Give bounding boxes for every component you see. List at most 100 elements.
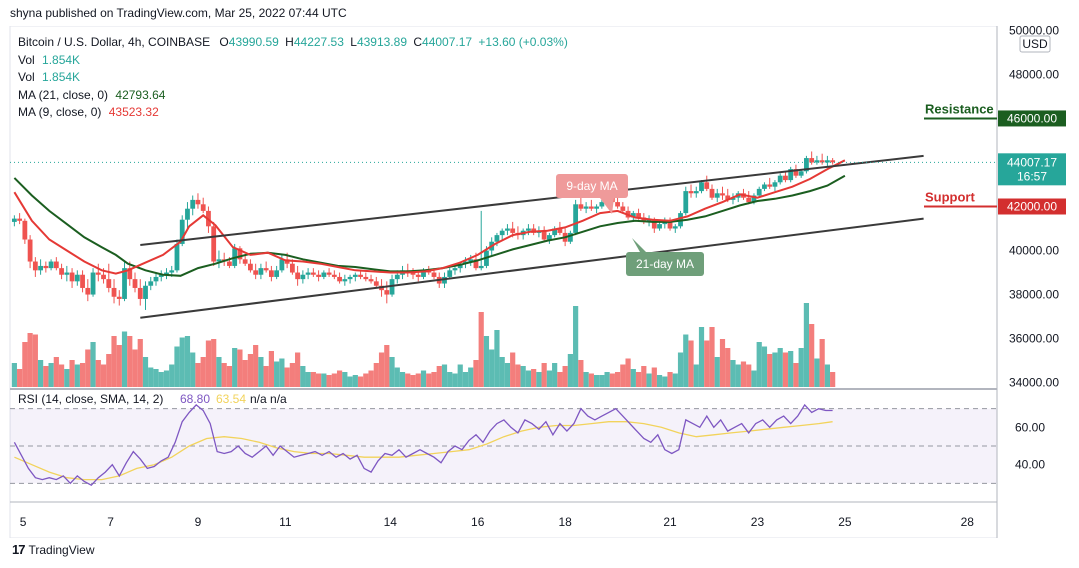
candle-body[interactable] bbox=[363, 276, 369, 280]
candle-body[interactable] bbox=[657, 224, 662, 229]
ma9-annotation-box[interactable] bbox=[556, 174, 628, 198]
candle-body[interactable] bbox=[615, 202, 620, 207]
price-tick-label[interactable]: 38000.00 bbox=[1009, 288, 1059, 302]
candle-body[interactable] bbox=[636, 213, 641, 218]
candle-body[interactable] bbox=[127, 268, 133, 280]
candle-body[interactable] bbox=[64, 272, 70, 275]
candle-body[interactable] bbox=[279, 259, 285, 271]
price-tick-label[interactable]: 48000.00 bbox=[1009, 67, 1059, 81]
candle-body[interactable] bbox=[53, 261, 59, 269]
price-chart[interactable]: 34000.00 36000.00 38000.00 40000.00 42000.00… bbox=[0, 23, 1079, 539]
candle-body[interactable] bbox=[195, 199, 201, 205]
candle-body[interactable] bbox=[111, 287, 117, 297]
candle-body[interactable] bbox=[777, 175, 783, 183]
candle-body[interactable] bbox=[122, 268, 127, 299]
support-price-box[interactable] bbox=[998, 198, 1066, 215]
candle-body[interactable] bbox=[672, 226, 678, 229]
candle-body[interactable] bbox=[746, 197, 752, 203]
symbol-title[interactable]: Bitcoin / U.S. Dollar, 4h, COINBASE bbox=[18, 35, 211, 49]
candle-body[interactable] bbox=[505, 228, 510, 231]
candle-body[interactable] bbox=[101, 274, 106, 280]
candle-body[interactable] bbox=[825, 160, 830, 163]
time-tick-label[interactable]: 5 bbox=[20, 515, 27, 529]
candle-body[interactable] bbox=[756, 188, 762, 196]
candle-body[interactable] bbox=[667, 221, 673, 229]
candle-body[interactable] bbox=[699, 182, 704, 192]
candle-body[interactable] bbox=[80, 274, 85, 288]
candle-body[interactable] bbox=[541, 230, 547, 240]
candle-body[interactable] bbox=[22, 220, 28, 240]
price-tick-label[interactable]: 50000.00 bbox=[1009, 23, 1059, 37]
candle-body[interactable] bbox=[494, 235, 500, 242]
candle-body[interactable] bbox=[830, 160, 836, 163]
candle-body[interactable] bbox=[59, 268, 64, 275]
candle-body[interactable] bbox=[683, 191, 689, 214]
candle-body[interactable] bbox=[153, 276, 159, 282]
candle-body[interactable] bbox=[352, 274, 358, 277]
price-tick-label[interactable]: 40000.00 bbox=[1009, 244, 1059, 258]
candle-body[interactable] bbox=[693, 191, 699, 194]
candle-body[interactable] bbox=[200, 204, 206, 211]
tradingview-footer[interactable]: 17 TradingView bbox=[12, 542, 95, 557]
candle-body[interactable] bbox=[725, 195, 731, 200]
currency-box[interactable] bbox=[1019, 35, 1051, 53]
time-tick-label[interactable]: 28 bbox=[961, 515, 975, 529]
candle-body[interactable] bbox=[69, 272, 75, 282]
candle-body[interactable] bbox=[253, 270, 259, 275]
candle-body[interactable] bbox=[730, 197, 736, 200]
price-tick-label[interactable]: 36000.00 bbox=[1009, 332, 1059, 346]
candle-body[interactable] bbox=[164, 272, 169, 275]
candle-body[interactable] bbox=[143, 285, 148, 299]
candle-body[interactable] bbox=[316, 274, 322, 277]
candle-body[interactable] bbox=[321, 272, 327, 277]
candle-body[interactable] bbox=[442, 276, 447, 284]
candle-body[interactable] bbox=[588, 206, 594, 209]
candle-body[interactable] bbox=[300, 274, 306, 280]
resistance-price-box[interactable] bbox=[998, 110, 1066, 127]
rsi-tick-label[interactable]: 60.00 bbox=[1015, 420, 1045, 434]
candle-body[interactable] bbox=[714, 193, 720, 198]
ma9-row[interactable]: MA (9, close, 0) 43523.32 bbox=[18, 104, 568, 122]
rsi-sma-line[interactable] bbox=[14, 421, 833, 481]
candle-body[interactable] bbox=[289, 263, 295, 273]
candle-body[interactable] bbox=[567, 232, 573, 242]
candle-body[interactable] bbox=[788, 169, 794, 181]
candle-body[interactable] bbox=[457, 263, 463, 269]
candle-body[interactable] bbox=[798, 171, 804, 176]
time-tick-label[interactable]: 23 bbox=[751, 515, 765, 529]
candle-body[interactable] bbox=[688, 191, 694, 194]
candle-body[interactable] bbox=[216, 259, 222, 262]
candle-body[interactable] bbox=[368, 279, 374, 282]
time-tick-label[interactable]: 18 bbox=[558, 515, 572, 529]
candle-body[interactable] bbox=[557, 228, 563, 233]
candle-body[interactable] bbox=[116, 296, 122, 299]
candle-body[interactable] bbox=[158, 274, 164, 277]
candle-body[interactable] bbox=[809, 158, 815, 163]
candle-body[interactable] bbox=[305, 272, 311, 275]
candle-body[interactable] bbox=[326, 272, 332, 275]
time-tick-label[interactable]: 25 bbox=[838, 515, 852, 529]
ma21-annotation-box[interactable] bbox=[626, 252, 704, 276]
candle-body[interactable] bbox=[546, 235, 552, 240]
rsi-legend-label[interactable]: RSI (14, close, SMA, 14, 2) bbox=[18, 392, 163, 406]
candle-body[interactable] bbox=[662, 221, 668, 225]
candle-body[interactable] bbox=[137, 287, 143, 299]
candle-body[interactable] bbox=[106, 279, 112, 288]
candle-body[interactable] bbox=[274, 270, 280, 277]
candle-body[interactable] bbox=[751, 195, 757, 203]
rsi-line[interactable] bbox=[13, 403, 833, 487]
price-tick-label[interactable]: 34000.00 bbox=[1009, 376, 1059, 390]
candle-body[interactable] bbox=[772, 182, 778, 187]
candle-body[interactable] bbox=[478, 265, 484, 269]
candle-body[interactable] bbox=[473, 259, 479, 269]
candle-body[interactable] bbox=[651, 219, 657, 229]
candle-body[interactable] bbox=[793, 169, 799, 176]
candle-body[interactable] bbox=[347, 276, 353, 280]
candle-body[interactable] bbox=[148, 281, 154, 286]
candle-body[interactable] bbox=[169, 270, 175, 273]
candle-body[interactable] bbox=[27, 239, 33, 262]
candle-body[interactable] bbox=[819, 160, 825, 163]
candle-body[interactable] bbox=[227, 261, 232, 266]
ma21-line[interactable] bbox=[13, 174, 846, 277]
candle-body[interactable] bbox=[510, 228, 516, 233]
